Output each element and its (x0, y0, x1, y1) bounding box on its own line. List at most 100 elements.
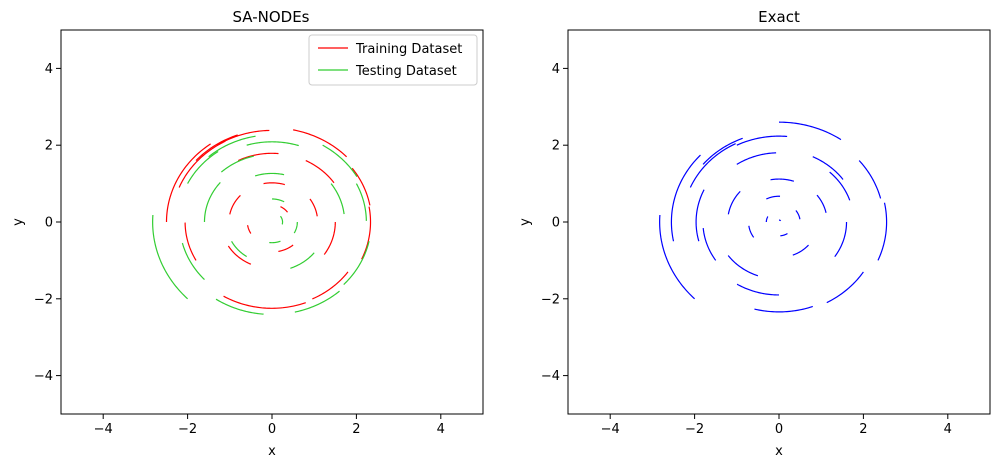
panel-sa-nodes: SA-NODEs −4 −2 0 2 4 −4 −2 0 2 4 x y Training Dat… (11, 8, 484, 459)
trajectory-curve (220, 155, 254, 173)
trajectory-curve (765, 216, 769, 222)
trajectory-curve (795, 210, 801, 220)
trajectory-curve (779, 219, 782, 222)
trajectory-curve (203, 182, 221, 223)
tick-group: −4 −2 0 2 4 −4 −2 0 2 4 (541, 62, 952, 437)
trajectory-curve (355, 183, 367, 221)
plot-area (568, 30, 990, 414)
x-tick-label: −4 (94, 422, 113, 437)
trajectory-curve (727, 190, 741, 215)
trajectory-curve (736, 135, 788, 146)
legend-label-training: Training Dataset (355, 42, 462, 57)
trajectory-curve (293, 222, 298, 234)
trajectory-curve (254, 172, 285, 177)
trajectory-curve (237, 152, 279, 162)
y-axis-label: y (518, 218, 533, 226)
trajectory-curve (877, 202, 888, 261)
trajectory-curve (766, 195, 781, 200)
trajectory-curve (351, 167, 371, 206)
trajectory-curve (312, 271, 349, 300)
trajectory-curve (280, 206, 288, 213)
trajectory-curve (702, 228, 717, 261)
x-tick-label: 2 (859, 422, 867, 437)
trajectory-curve (187, 150, 219, 184)
y-tick-label: 0 (45, 216, 53, 231)
tick-group: −4 −2 0 2 4 −4 −2 0 2 4 (34, 62, 445, 437)
y-tick-label: −4 (34, 369, 53, 384)
x-axis-label: x (775, 444, 783, 459)
trajectory-curve (770, 178, 795, 182)
trajectory-curve (279, 215, 284, 225)
x-tick-label: −4 (601, 422, 620, 437)
trajectory-curve (305, 160, 335, 184)
trajectory-curve (227, 245, 252, 265)
x-tick-label: 2 (352, 422, 360, 437)
trajectory-curve (829, 171, 851, 201)
trajectory-curve (736, 152, 777, 165)
trajectory-curve (178, 140, 226, 188)
y-tick-label: −2 (34, 292, 53, 307)
y-tick-label: 4 (45, 62, 53, 77)
trajectory-curve (816, 194, 827, 213)
plot-frame (60, 29, 484, 415)
trajectory-curve (361, 206, 372, 260)
y-axis-label: y (11, 218, 26, 226)
chart-title: SA-NODEs (232, 8, 309, 26)
trajectory-curve (812, 156, 844, 180)
chart-title: Exact (758, 8, 800, 26)
curve-group (152, 129, 372, 315)
trajectory-curve (152, 214, 189, 300)
x-tick-label: 4 (944, 422, 952, 437)
x-tick-label: −2 (178, 422, 197, 437)
trajectory-curve (290, 252, 315, 269)
x-tick-label: −2 (685, 422, 704, 437)
trajectory-curve (727, 255, 759, 277)
trajectory-curve (181, 242, 205, 281)
trajectory-curve (165, 143, 211, 223)
curve-group (659, 121, 888, 313)
trajectory-curve (826, 271, 864, 304)
plot-area (61, 30, 483, 414)
trajectory-curve (322, 144, 358, 178)
y-tick-label: 4 (552, 62, 560, 77)
trajectory-curve (670, 154, 701, 242)
trajectory-curve (216, 129, 270, 146)
trajectory-curve (184, 222, 197, 261)
trajectory-curve (778, 121, 842, 141)
trajectory-curve (834, 221, 848, 258)
trajectory-curve (231, 240, 247, 258)
trajectory-curve (263, 182, 285, 186)
trajectory-curve (702, 137, 743, 165)
trajectory-curve (294, 290, 340, 313)
trajectory-curve (246, 141, 299, 147)
y-tick-label: 2 (45, 139, 53, 154)
trajectory-curve (343, 241, 370, 285)
trajectory-curve (330, 183, 345, 215)
plot-frame (567, 29, 991, 415)
trajectory-curve (659, 214, 696, 300)
x-tick-label: 0 (268, 422, 276, 437)
trajectory-curve (292, 129, 348, 158)
trajectory-curve (229, 194, 241, 215)
trajectory-curve (195, 134, 238, 161)
trajectory-curve (689, 143, 736, 188)
y-tick-label: 2 (552, 139, 560, 154)
trajectory-curve (278, 244, 294, 253)
y-tick-label: 0 (552, 216, 560, 231)
x-axis-label: x (268, 444, 276, 459)
trajectory-curve (309, 198, 318, 217)
trajectory-curve (247, 225, 252, 234)
y-tick-label: −2 (541, 292, 560, 307)
y-tick-label: −4 (541, 369, 560, 384)
trajectory-curve (858, 160, 882, 199)
panel-exact: Exact −4 −2 0 2 4 −4 −2 0 2 4 x y (518, 8, 991, 459)
trajectory-curve (208, 135, 256, 158)
trajectory-curve (792, 244, 809, 256)
x-tick-label: 4 (437, 422, 445, 437)
trajectory-curve (323, 221, 336, 255)
trajectory-curve (754, 305, 813, 313)
trajectory-curve (215, 298, 264, 315)
trajectory-curve (272, 198, 285, 203)
trajectory-curve (269, 240, 281, 244)
